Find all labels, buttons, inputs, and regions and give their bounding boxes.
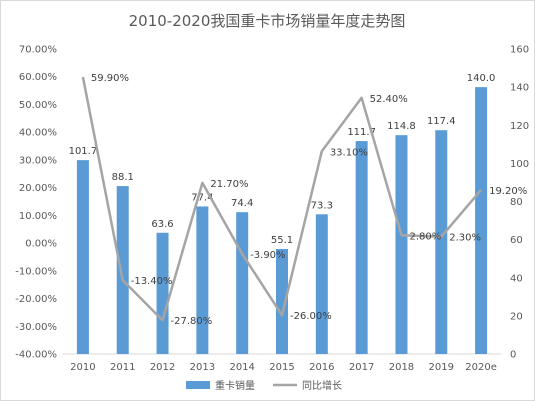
bar (76, 160, 89, 354)
left-tick-label: 20.00% (19, 183, 57, 194)
line-value-label: 2.30% (449, 233, 481, 244)
chart-title: 2010-2020我国重卡市场销量年度走势图 (129, 12, 406, 30)
left-tick-label: 60.00% (19, 72, 57, 83)
line-series (81, 76, 483, 322)
right-axis: 0 20 40 60 80 100 120 140 160 (510, 45, 529, 361)
right-tick-label: 120 (510, 121, 529, 132)
legend-line-label: 同比增长 (302, 379, 342, 392)
left-tick-label: 70.00% (19, 45, 57, 56)
x-tick-label: 2014 (229, 362, 254, 373)
bar-value-label: 74.4 (231, 198, 253, 209)
bar-value-label: 73.3 (311, 200, 333, 211)
bar (355, 141, 368, 354)
line-path (81, 76, 483, 322)
x-tick-label: 2017 (349, 362, 374, 373)
left-axis: -40.00% -30.00% -20.00% -10.00% 0.00% 10.00% 2… (15, 45, 57, 361)
bar-value-label: 88.1 (112, 172, 134, 183)
line-value-label: 52.40% (370, 94, 408, 105)
line-labels: 59.90% -13.40% -27.80% 21.70% -3.90% -26.00% 3… (91, 73, 527, 327)
bar (236, 212, 249, 354)
bar-value-label: 55.1 (271, 235, 293, 246)
right-tick-label: 160 (510, 45, 529, 56)
bar (435, 130, 448, 354)
line-value-label: -13.40% (131, 276, 173, 287)
line-value-label: -3.90% (250, 250, 285, 261)
line-value-label: 19.20% (489, 186, 527, 197)
x-tick-label: 2016 (309, 362, 334, 373)
bar-value-label: 101.7 (69, 146, 98, 157)
bar-labels: 101.7 88.1 63.6 77.4 74.4 55.1 73.3 111.7 114.8 1… (69, 73, 496, 246)
x-tick-label: 2010 (70, 362, 95, 373)
right-tick-label: 0 (510, 350, 516, 361)
x-tick-label: 2012 (150, 362, 175, 373)
right-tick-label: 100 (510, 159, 529, 170)
bar (276, 248, 288, 354)
bar-series (76, 87, 488, 354)
right-tick-label: 80 (510, 197, 523, 208)
line-value-label: 59.90% (91, 73, 129, 84)
left-tick-label: 40.00% (19, 128, 57, 139)
left-tick-label: 10.00% (19, 211, 57, 222)
left-tick-label: -40.00% (15, 350, 57, 361)
bar-value-label: 140.0 (467, 73, 496, 84)
legend-bar-label: 重卡销量 (215, 379, 255, 392)
bar-value-label: 117.4 (427, 116, 456, 127)
bar-value-label: 111.7 (347, 127, 376, 138)
x-tick-label: 2020e (465, 362, 497, 373)
left-tick-label: 30.00% (19, 155, 57, 166)
left-tick-label: -10.00% (15, 266, 57, 277)
right-tick-label: 40 (510, 273, 523, 284)
bar-value-label: 77.4 (191, 192, 213, 203)
line-value-label: -27.80% (171, 316, 213, 327)
line-value-label: 33.10% (330, 147, 368, 158)
x-axis: 2010 2011 2012 2013 2014 2015 2016 2017 2018 2019… (63, 353, 501, 373)
left-tick-label: -30.00% (15, 322, 57, 333)
left-tick-label: 50.00% (19, 100, 57, 111)
x-tick-label: 2013 (190, 362, 215, 373)
legend-bar-swatch (186, 381, 210, 389)
bar (156, 232, 169, 354)
right-tick-label: 140 (510, 83, 529, 94)
bar (315, 214, 328, 354)
legend: 重卡销量 同比增长 (186, 379, 342, 392)
right-tick-label: 20 (510, 311, 523, 322)
x-tick-label: 2018 (389, 362, 414, 373)
left-tick-label: -20.00% (15, 294, 57, 305)
right-tick-label: 60 (510, 235, 523, 246)
bar (196, 206, 209, 354)
x-tick-label: 2015 (269, 362, 294, 373)
bar (395, 135, 408, 354)
left-tick-label: 0.00% (25, 239, 57, 250)
x-tick-label: 2019 (429, 362, 454, 373)
line-value-label: 21.70% (210, 179, 248, 190)
bar (475, 87, 488, 354)
bar-value-label: 114.8 (387, 121, 416, 132)
line-value-label: 2.80% (409, 231, 441, 242)
bar-value-label: 63.6 (151, 219, 173, 230)
bar (116, 186, 129, 354)
x-tick-label: 2011 (110, 362, 135, 373)
line-value-label: -26.00% (290, 311, 332, 322)
